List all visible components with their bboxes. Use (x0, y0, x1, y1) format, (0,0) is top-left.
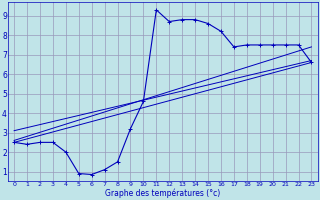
X-axis label: Graphe des températures (°c): Graphe des températures (°c) (105, 188, 220, 198)
